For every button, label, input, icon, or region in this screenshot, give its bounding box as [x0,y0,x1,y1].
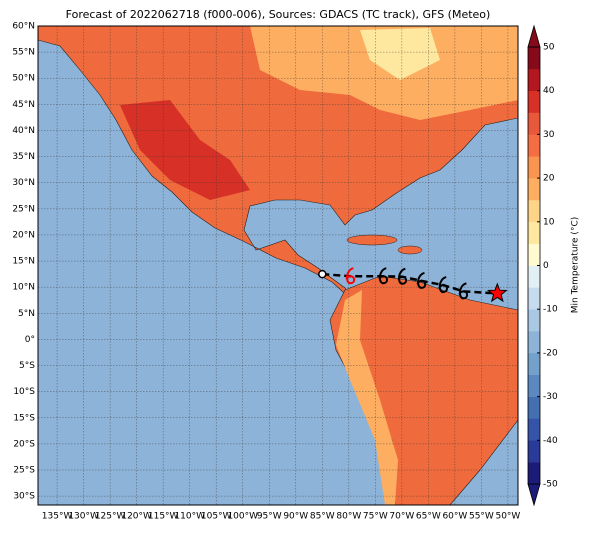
lat-label: 55°N [12,48,35,58]
lat-label: 45°N [12,100,35,110]
colorbar-bin [528,221,540,244]
storm-symbol [397,267,408,285]
lat-label: 20°S [13,439,35,449]
lon-label: 85°W [310,512,335,522]
colorbar-tick-label: 40 [543,86,555,96]
map-frame [37,25,519,506]
lat-label: 60°N [12,22,35,32]
lat-label: 20°N [12,230,35,240]
colorbar-bin [528,90,540,113]
north-patch-pale [360,28,440,80]
lon-label: 55°W [469,512,494,522]
lat-label: 40°N [12,126,35,136]
lat-label: 10°S [13,387,35,397]
lon-label: 60°W [442,512,467,522]
colorbar-tick-label: -10 [543,305,558,315]
colorbar-extend-top [527,24,541,48]
colorbar-tick-label: -30 [543,392,558,402]
colorbar-bin [528,331,540,354]
lon-label: 95°W [257,512,282,522]
colorbar-bin [528,309,540,332]
lon-label: 135°W [42,512,73,522]
lon-label: 75°W [363,512,388,522]
lon-label: 65°W [416,512,441,522]
colorbar-bin [528,47,540,70]
lat-label: 15°S [13,413,35,423]
lat-label: 25°N [12,204,35,214]
us-hot [120,100,250,200]
title: Forecast of 2022062718 (f000-006), Sourc… [66,8,491,21]
lon-label: 70°W [389,512,414,522]
lon-label: 120°W [121,512,152,522]
colorbar-bin [528,178,540,201]
storm-symbol [458,282,469,300]
lat-label: 5°S [19,361,35,371]
colorbar-tick-label: 50 [543,43,555,53]
lat-label: 0° [25,335,35,345]
lat-label: 25°S [13,466,35,476]
storm-symbol [438,276,448,294]
lat-label: 35°N [12,152,35,162]
colorbar-bin [528,352,540,376]
cuba [346,234,398,246]
track-line [322,272,498,295]
storm-symbol [378,267,389,285]
colorbar-bin [528,287,540,310]
lon-label: 105°W [201,512,232,522]
current-position [486,282,508,303]
colorbar-tick-label: -50 [543,480,558,490]
andes [336,290,398,505]
lon-label: 100°W [227,512,258,522]
colorbar-bin [528,199,540,223]
colorbar-bin [528,134,540,157]
lat-label: 10°N [12,283,35,293]
map [38,26,518,505]
colorbar-tick-label: 30 [543,130,555,140]
lat-label: 50°N [12,74,35,84]
north-patch [250,26,518,120]
colorbar-bin [528,418,540,441]
colorbar-bin [528,68,540,91]
colorbar-bin [528,462,540,485]
colorbar: 50 40 30 20 10 0 -10 -20 -30 -40 -50 [527,24,558,507]
colorbar-tick-label: 10 [543,217,555,227]
hispaniola [397,245,423,255]
colorbar-tick-label: 20 [543,174,555,184]
track-point [318,269,327,279]
colorbar-tick-label: -40 [543,436,558,446]
lat-label: 5°N [18,309,35,319]
lat-label: 30°N [12,178,35,188]
colorbar-tick-label: 0 [543,261,549,271]
storm-track [318,267,508,303]
colorbar-bin [528,396,540,419]
storm-symbol [416,271,427,289]
storm-symbol [345,267,356,285]
lon-label: 115°W [148,512,179,522]
colorbar-bin [528,156,540,179]
lat-label: 30°S [13,492,35,502]
lat-label: 15°N [12,257,35,267]
colorbar-extend-bottom [527,483,541,507]
colorbar-bin [528,265,540,288]
lon-label: 80°W [336,512,361,522]
lon-label: 90°W [283,512,308,522]
lon-label: 130°W [68,512,99,522]
lon-label: 110°W [174,512,205,522]
lon-label: 50°W [495,512,520,522]
colorbar-bin [528,374,540,397]
colorbar-bin [528,440,540,463]
colorbar-bin [528,112,540,135]
lon-label: 125°W [95,512,126,522]
colorbar-bin [528,243,540,266]
colorbar-label: Min Temperature (°C) [571,217,581,314]
colorbar-tick-label: -20 [543,348,558,358]
